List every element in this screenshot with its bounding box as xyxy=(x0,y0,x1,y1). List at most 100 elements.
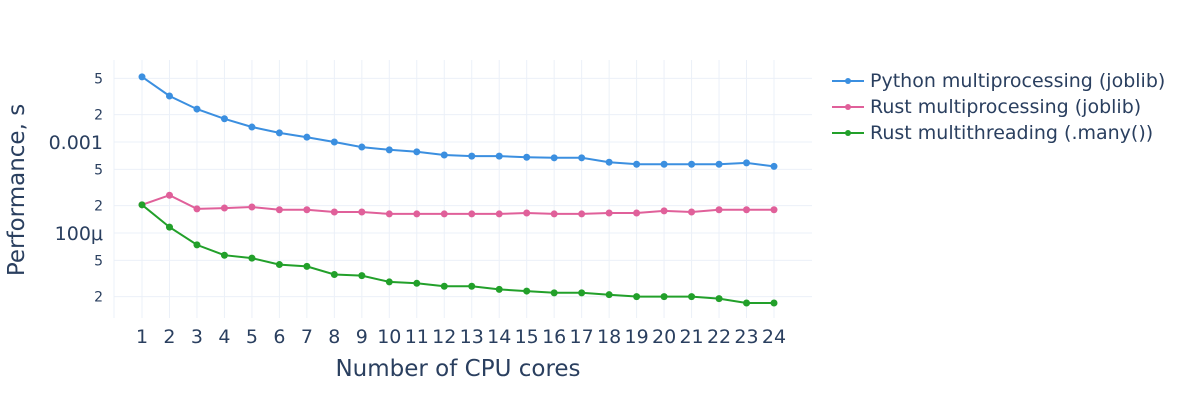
legend-line-marker-icon xyxy=(832,75,864,87)
svg-text:10: 10 xyxy=(377,326,401,348)
data-point[interactable] xyxy=(303,206,311,214)
data-point[interactable] xyxy=(605,291,613,299)
data-point[interactable] xyxy=(715,160,723,168)
data-point[interactable] xyxy=(440,210,448,218)
data-point[interactable] xyxy=(578,154,586,162)
svg-text:1: 1 xyxy=(136,326,148,348)
y-axis-ticks: 5 2 0.001 5 2 100μ 5 2 xyxy=(49,71,103,305)
series-rust-multithreading-many xyxy=(138,201,778,307)
data-point[interactable] xyxy=(743,299,751,307)
series-rust-multiprocessing-joblib xyxy=(138,191,778,218)
data-point[interactable] xyxy=(550,289,558,297)
data-point[interactable] xyxy=(578,210,586,218)
legend-item-rust-multithreading[interactable]: Rust multithreading (.many()) xyxy=(832,120,1165,146)
data-point[interactable] xyxy=(330,270,338,278)
data-point[interactable] xyxy=(330,138,338,146)
data-point[interactable] xyxy=(688,208,696,216)
data-point[interactable] xyxy=(523,209,531,217)
data-point[interactable] xyxy=(358,208,366,216)
data-point[interactable] xyxy=(495,285,503,293)
svg-text:2: 2 xyxy=(94,199,103,215)
data-point[interactable] xyxy=(220,251,228,259)
y-axis-title: Performance, s xyxy=(4,104,30,276)
svg-text:15: 15 xyxy=(515,326,539,348)
data-point[interactable] xyxy=(468,210,476,218)
data-point[interactable] xyxy=(605,158,613,166)
data-point[interactable] xyxy=(275,206,283,214)
data-point[interactable] xyxy=(715,295,723,303)
data-point[interactable] xyxy=(330,208,338,216)
data-point[interactable] xyxy=(495,210,503,218)
svg-text:14: 14 xyxy=(487,326,511,348)
data-point[interactable] xyxy=(165,191,173,199)
svg-text:18: 18 xyxy=(597,326,621,348)
svg-text:9: 9 xyxy=(356,326,368,348)
data-point[interactable] xyxy=(193,105,201,113)
legend-line-marker-icon xyxy=(832,101,864,113)
data-point[interactable] xyxy=(523,153,531,161)
legend-item-rust-multiprocessing[interactable]: Rust multiprocessing (joblib) xyxy=(832,94,1165,120)
data-point[interactable] xyxy=(248,203,256,211)
data-point[interactable] xyxy=(743,206,751,214)
data-point[interactable] xyxy=(688,160,696,168)
data-point[interactable] xyxy=(633,209,641,217)
grid-lines xyxy=(113,60,812,318)
svg-text:17: 17 xyxy=(570,326,594,348)
data-point[interactable] xyxy=(468,282,476,290)
data-point[interactable] xyxy=(248,254,256,262)
data-point[interactable] xyxy=(248,123,256,131)
data-point[interactable] xyxy=(495,152,503,160)
x-axis-title: Number of CPU cores xyxy=(335,356,580,382)
data-point[interactable] xyxy=(220,204,228,212)
svg-text:5: 5 xyxy=(94,71,103,87)
svg-text:4: 4 xyxy=(218,326,230,348)
data-point[interactable] xyxy=(275,129,283,137)
data-point[interactable] xyxy=(138,201,146,209)
legend-label: Rust multithreading (.many()) xyxy=(870,122,1154,144)
data-point[interactable] xyxy=(358,272,366,280)
legend-item-python-multiprocessing[interactable]: Python multiprocessing (joblib) xyxy=(832,68,1165,94)
legend: Python multiprocessing (joblib) Rust mul… xyxy=(832,68,1165,146)
data-point[interactable] xyxy=(633,293,641,301)
data-point[interactable] xyxy=(688,293,696,301)
data-point[interactable] xyxy=(165,223,173,231)
series-python-multiprocessing-joblib xyxy=(138,73,778,170)
data-point[interactable] xyxy=(770,206,778,214)
svg-text:23: 23 xyxy=(734,326,758,348)
data-point[interactable] xyxy=(413,279,421,287)
data-point[interactable] xyxy=(633,160,641,168)
data-point[interactable] xyxy=(743,159,751,167)
data-point[interactable] xyxy=(138,73,146,81)
data-point[interactable] xyxy=(165,92,173,100)
data-point[interactable] xyxy=(605,209,613,217)
data-point[interactable] xyxy=(385,278,393,286)
data-point[interactable] xyxy=(303,133,311,141)
data-point[interactable] xyxy=(715,206,723,214)
data-point[interactable] xyxy=(193,205,201,213)
data-point[interactable] xyxy=(660,160,668,168)
data-point[interactable] xyxy=(413,210,421,218)
data-point[interactable] xyxy=(385,146,393,154)
svg-text:12: 12 xyxy=(432,326,456,348)
data-point[interactable] xyxy=(413,148,421,156)
data-point[interactable] xyxy=(303,262,311,270)
data-point[interactable] xyxy=(770,299,778,307)
data-point[interactable] xyxy=(660,293,668,301)
data-point[interactable] xyxy=(770,162,778,170)
data-point[interactable] xyxy=(468,152,476,160)
svg-text:5: 5 xyxy=(246,326,258,348)
data-point[interactable] xyxy=(275,261,283,269)
data-point[interactable] xyxy=(440,282,448,290)
data-point[interactable] xyxy=(385,210,393,218)
data-point[interactable] xyxy=(440,151,448,159)
x-axis-ticks: 1 2 3 4 5 6 7 8 9 10 11 12 13 14 15 16 17 18 19 20 21 22 23 24 xyxy=(136,326,786,348)
data-point[interactable] xyxy=(193,241,201,249)
data-point[interactable] xyxy=(550,210,558,218)
data-point[interactable] xyxy=(523,287,531,295)
data-point[interactable] xyxy=(550,154,558,162)
data-point[interactable] xyxy=(660,207,668,215)
data-point[interactable] xyxy=(358,143,366,151)
data-point[interactable] xyxy=(578,289,586,297)
data-point[interactable] xyxy=(220,115,228,123)
